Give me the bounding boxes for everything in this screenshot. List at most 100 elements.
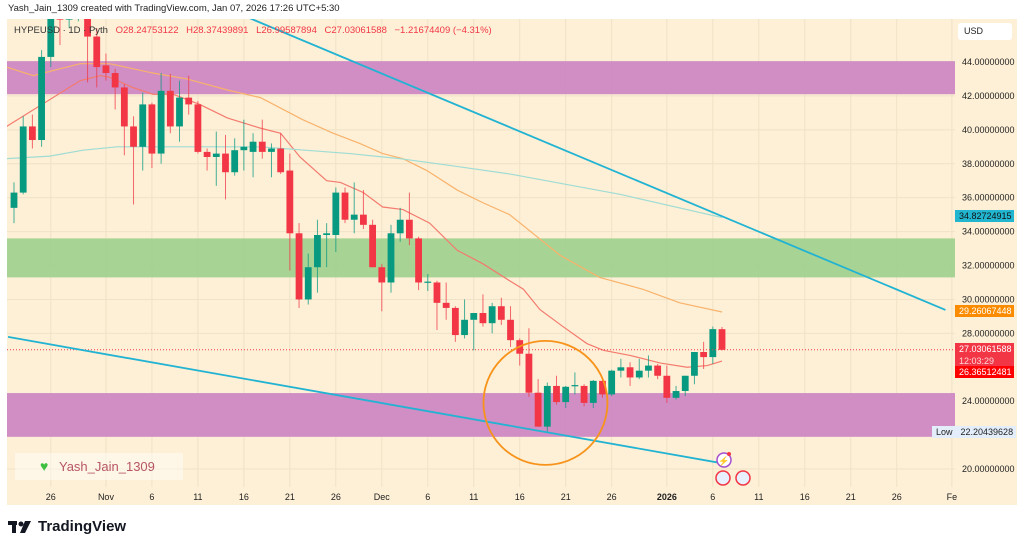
chart-header: Yash_Jain_1309 created with TradingView.… [8, 3, 340, 14]
candle-down [93, 28, 101, 88]
candle-down [663, 365, 671, 403]
drawings[interactable] [7, 10, 955, 466]
brand-name: TradingView [38, 518, 127, 535]
candle-body [258, 141, 266, 152]
candle-body [691, 352, 698, 376]
trendline[interactable] [7, 336, 721, 464]
candle-body [663, 375, 671, 398]
lightning-event-icon[interactable] [716, 452, 732, 468]
candle-up [304, 253, 312, 305]
y-tick-label: 20.00000000 [962, 464, 1015, 474]
candle-down [277, 133, 285, 174]
candle-body [231, 150, 239, 173]
candle-body [360, 214, 367, 225]
low-price-label: Low 22.20439628 [932, 426, 1016, 438]
x-tick-label: 6 [149, 492, 154, 502]
symbol-label[interactable]: HYPEUSD · 1D · Pyth [14, 25, 108, 36]
candle-down [718, 327, 726, 351]
candle-body [589, 380, 597, 403]
candle-up [19, 116, 27, 195]
x-tick-label: 21 [561, 492, 571, 502]
candle-body [286, 170, 294, 234]
candle-down [700, 341, 708, 369]
candle-body [222, 153, 229, 173]
candle-body [415, 238, 422, 283]
candle-body [38, 56, 45, 141]
green-heart-icon: ♥ [40, 458, 49, 474]
candle-down [415, 236, 422, 291]
x-tick-label: 16 [515, 492, 525, 502]
candle-body [111, 73, 119, 88]
candle-body [525, 353, 533, 393]
candle-body [488, 306, 496, 324]
candle-body [553, 385, 560, 403]
candle-body [700, 352, 708, 358]
candle-up [562, 385, 570, 408]
candle-up [249, 133, 257, 178]
x-tick-label: 6 [425, 492, 430, 502]
x-tick-label: 6 [710, 492, 715, 502]
candle-body [102, 65, 110, 74]
candle-down [28, 114, 36, 149]
y-tick-label: 42.00000000 [962, 91, 1015, 101]
candle-body [139, 104, 147, 147]
ma-mid-line [7, 63, 723, 313]
currency-button[interactable]: USD [958, 23, 1012, 40]
ma-short-line [7, 74, 723, 368]
price-zone [7, 393, 955, 437]
candle-down [451, 306, 459, 342]
candle-body [608, 370, 616, 395]
us-flag-event-icon[interactable] [715, 470, 731, 486]
candle-up [77, 19, 79, 22]
x-tick-label: 26 [331, 492, 341, 502]
y-tick-label: 32.00000000 [962, 261, 1015, 271]
candle-up [488, 302, 496, 334]
candle-body [249, 141, 257, 152]
highlight-circle[interactable] [482, 339, 609, 466]
close-value: C27.03061588 [324, 25, 387, 36]
x-tick-label: Fe [947, 492, 958, 502]
tradingview-logo[interactable]: TradingView [8, 518, 126, 535]
low-tag: Low [936, 427, 953, 437]
candle-body [599, 380, 606, 395]
candle-body [203, 151, 211, 157]
moving-averages [7, 63, 723, 368]
candle-body [479, 313, 487, 324]
candle-up [571, 372, 579, 395]
candle-body [387, 233, 395, 283]
candle-down [148, 102, 156, 168]
candle-body [635, 370, 643, 378]
candle-body [130, 126, 137, 147]
candle-down [369, 219, 377, 268]
candle-body [709, 329, 717, 358]
x-tick-label: 21 [846, 492, 856, 502]
candle-up [332, 187, 340, 252]
change-value: −1.21674409 (−4.31%) [394, 25, 492, 36]
x-tick-label: 2026 [657, 492, 677, 502]
candle-down [111, 68, 119, 110]
candle-down [258, 119, 266, 159]
event-icons[interactable]: ⚡ [715, 452, 751, 486]
candle-body [672, 391, 680, 398]
high-value: H28.37439891 [186, 25, 249, 36]
candle-body [148, 104, 156, 154]
candle-body [304, 267, 312, 300]
us-flag-event-icon[interactable] [735, 470, 751, 486]
x-tick-label: 11 [469, 492, 478, 502]
candle-body [166, 90, 174, 127]
ma-mid-price-label: 29.26067448 [955, 305, 1014, 317]
notification-dot-icon [727, 452, 731, 456]
candle-body [396, 219, 404, 234]
candle-body [65, 19, 73, 20]
candle-up [268, 143, 275, 178]
candle-down [378, 263, 386, 312]
trendline[interactable] [230, 10, 946, 311]
candle-body [461, 319, 468, 336]
candle-down [497, 297, 505, 325]
candle-up [681, 375, 689, 397]
candle-up [350, 182, 358, 234]
candle-down [442, 282, 450, 320]
candle-down [185, 75, 193, 115]
candle-up [691, 352, 698, 385]
